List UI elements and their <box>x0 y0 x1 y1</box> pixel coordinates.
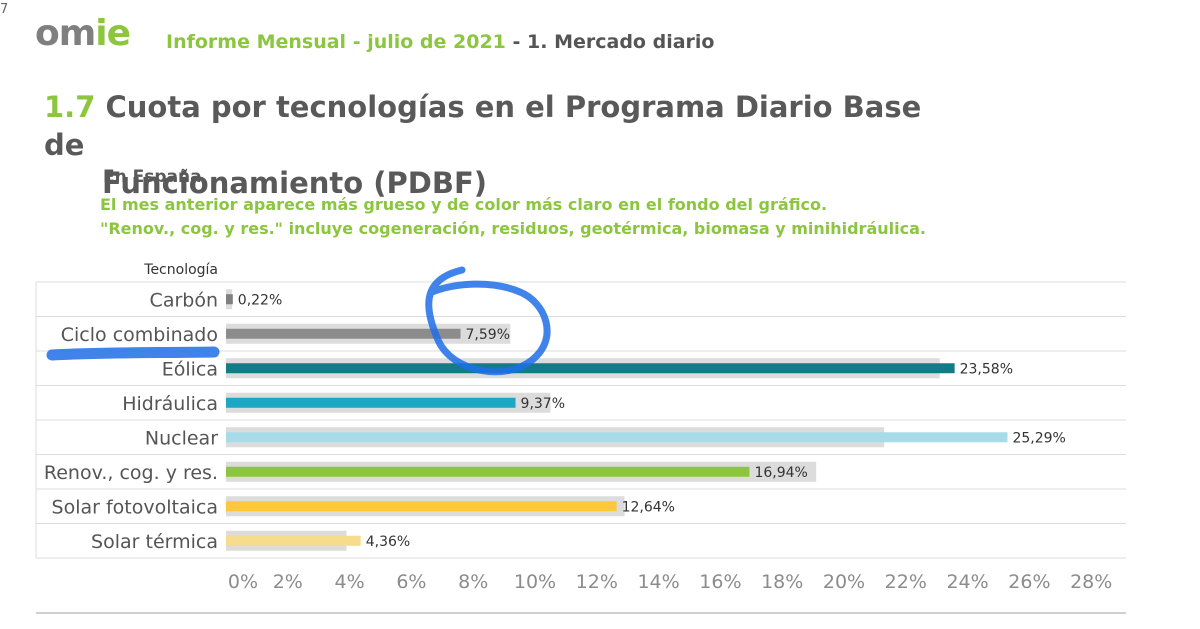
x-tick-label: 22% <box>885 571 927 593</box>
bar-current-ciclo-combinado <box>226 328 461 339</box>
page-title: 1.7 Cuota por tecnologías en el Programa… <box>44 88 944 202</box>
report-name: Informe Mensual - julio de 2021 <box>166 31 506 53</box>
value-label-nuclear: 25,29% <box>1012 430 1065 446</box>
x-tick-label: 28% <box>1070 571 1112 593</box>
value-label-renov-cog-y-res: 16,94% <box>754 465 807 481</box>
header-separator: - <box>505 31 528 53</box>
subtitle: En España <box>103 167 202 187</box>
x-tick-label: 26% <box>1008 571 1050 593</box>
value-label-solar-fotovoltaica: 12,64% <box>622 499 675 515</box>
x-tick-label: 4% <box>335 571 365 593</box>
hand-drawn-underline-annotation <box>46 346 220 361</box>
title-line1: Cuota por tecnologías en el Programa Dia… <box>44 90 922 162</box>
value-label-carbon: 0,22% <box>238 292 282 308</box>
bottom-divider <box>36 612 1126 614</box>
x-tick-label: 18% <box>761 571 803 593</box>
bar-current-solar-fotovoltaica <box>226 501 617 512</box>
bar-current-solar-termica <box>226 535 361 546</box>
category-label-carbon: Carbón <box>150 289 218 311</box>
category-label-renov-cog-y-res: Renov., cog. y res. <box>44 462 218 484</box>
category-label-solar-fotovoltaica: Solar fotovoltaica <box>52 496 218 518</box>
value-label-hidraulica: 9,37% <box>521 396 565 412</box>
value-label-ciclo-combinado: 7,59% <box>466 327 510 343</box>
x-tick-label: 2% <box>273 571 303 593</box>
note-renewables: "Renov., cog. y res." incluye cogeneraci… <box>100 219 926 238</box>
note-previous-month: El mes anterior aparece más grueso y de … <box>100 195 828 214</box>
x-tick-label: 8% <box>458 571 488 593</box>
category-header: Tecnología <box>143 262 218 278</box>
bar-current-hidraulica <box>226 397 516 408</box>
x-tick-label: 16% <box>699 571 741 593</box>
category-label-hidraulica: Hidráulica <box>122 393 218 415</box>
x-tick-label: 0% <box>228 571 258 593</box>
title-line2: Funcionamiento (PDBF) <box>102 166 488 200</box>
bar-current-nuclear <box>226 432 1008 443</box>
x-tick-label: 24% <box>946 571 988 593</box>
x-tick-label: 6% <box>396 571 426 593</box>
value-label-solar-termica: 4,36% <box>366 534 410 550</box>
bar-current-carbon <box>226 294 233 305</box>
bar-current-renov-cog-y-res <box>226 466 750 477</box>
section-name: 1. Mercado diario <box>527 31 715 53</box>
omie-logo: omie <box>35 13 131 54</box>
page-number: 7 <box>0 2 9 17</box>
x-tick-label: 10% <box>514 571 556 593</box>
bar-current-eolica <box>226 363 955 374</box>
title-number: 1.7 <box>44 90 96 124</box>
category-label-solar-termica: Solar térmica <box>91 531 218 553</box>
category-label-eolica: Eólica <box>162 358 218 380</box>
category-label-nuclear: Nuclear <box>145 427 218 449</box>
x-tick-label: 20% <box>823 571 865 593</box>
hand-drawn-circle-annotation <box>425 266 551 376</box>
category-label-ciclo-combinado: Ciclo combinado <box>61 324 218 346</box>
report-header: Informe Mensual - julio de 2021 - 1. Mer… <box>166 31 714 53</box>
x-tick-label: 12% <box>576 571 618 593</box>
x-tick-label: 14% <box>637 571 679 593</box>
value-label-eolica: 23,58% <box>960 361 1013 377</box>
